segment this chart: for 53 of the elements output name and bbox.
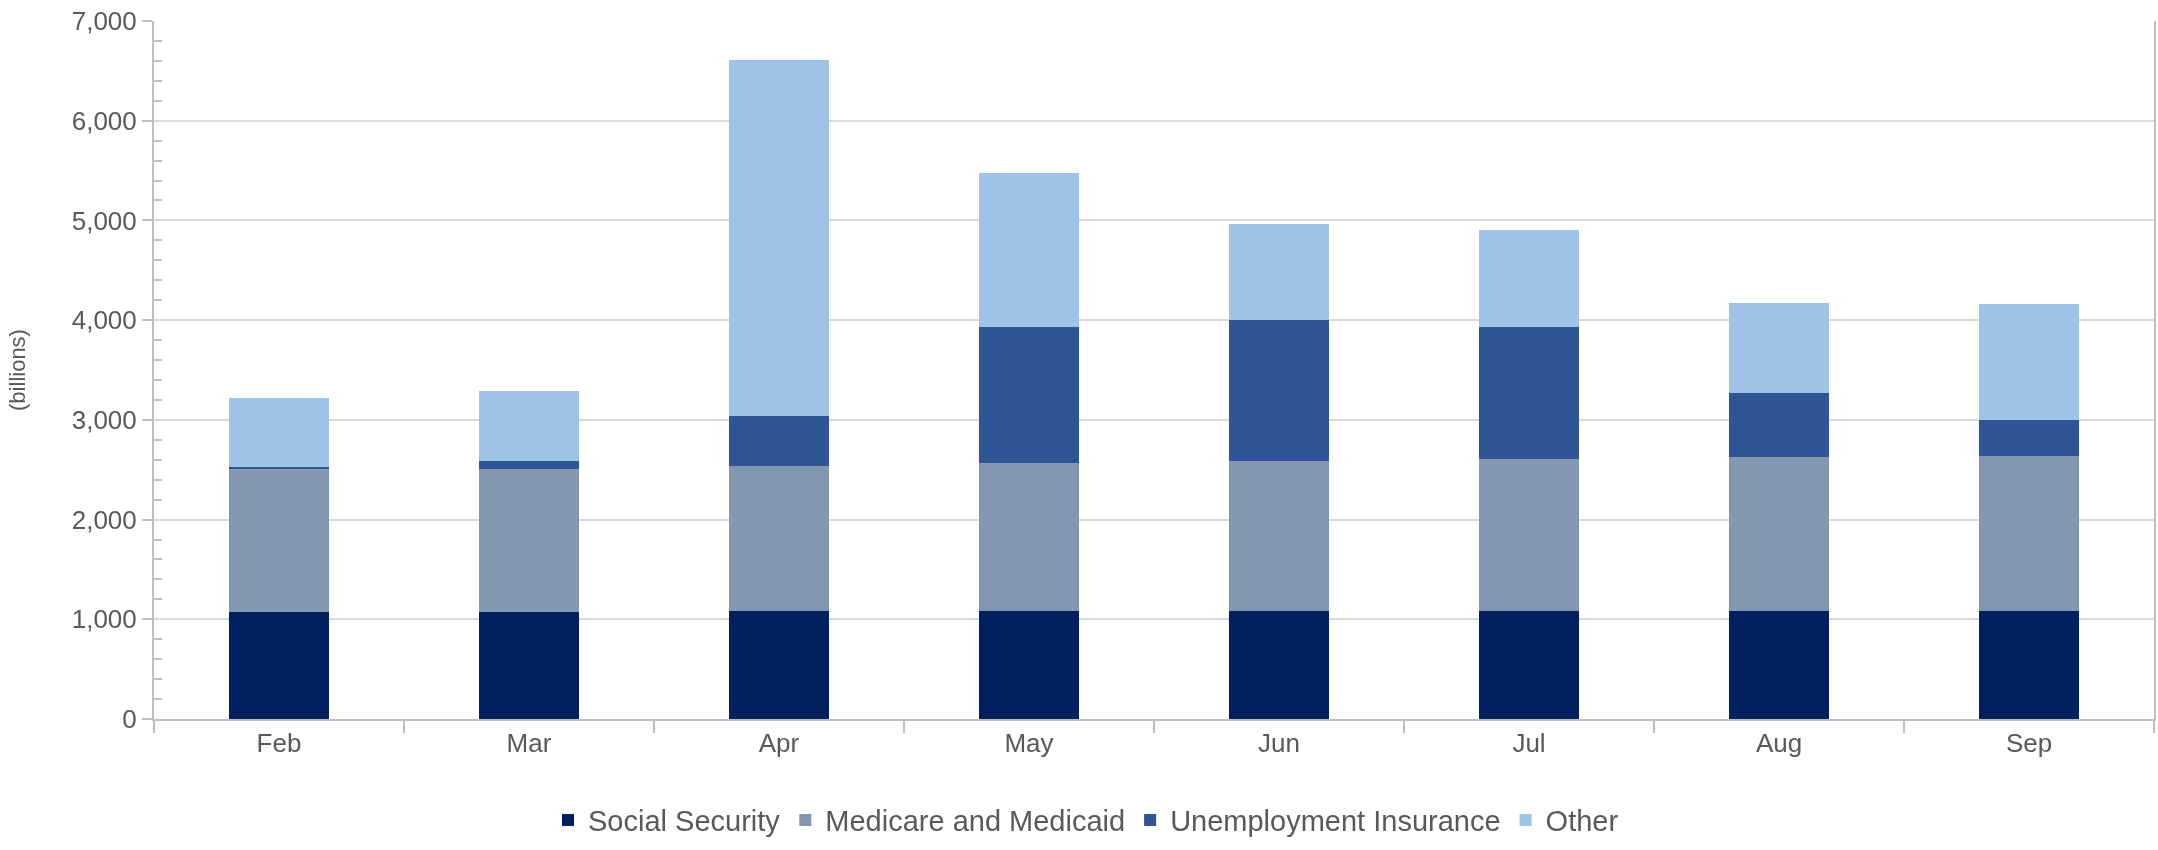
bar (1729, 303, 1829, 393)
bar (1729, 611, 1829, 719)
bar (1479, 327, 1579, 459)
bar (979, 172, 1079, 328)
bar (229, 468, 329, 613)
bar (1729, 456, 1829, 612)
bar (1229, 320, 1329, 461)
bar (1479, 458, 1579, 612)
x-tick-label: Feb (256, 728, 302, 759)
bar (229, 466, 329, 469)
bar (1479, 230, 1579, 328)
bar (479, 390, 579, 461)
legend-label: Social Security (588, 805, 781, 838)
bar (979, 327, 1079, 463)
bar (1979, 304, 2079, 420)
y-tick-label: 6,000 (71, 105, 137, 136)
legend-label: Other (1545, 805, 1619, 838)
bar (979, 611, 1079, 719)
y-tick-label: 0 (122, 704, 137, 735)
y-tick-label: 3,000 (71, 404, 137, 435)
y-tick-label: 1,000 (71, 604, 137, 635)
y-tick-label: 5,000 (71, 205, 137, 236)
x-tick-label: Jul (1512, 728, 1546, 759)
bar (479, 460, 579, 469)
bar (1979, 455, 2079, 612)
bar (1229, 224, 1329, 321)
bar (229, 612, 329, 719)
x-tick-label: Apr (758, 728, 800, 759)
bar (1729, 392, 1829, 457)
bar (729, 465, 829, 612)
bar (1229, 460, 1329, 612)
bar (729, 611, 829, 719)
bar (1979, 611, 2079, 719)
bar (479, 468, 579, 613)
y-tick-label: 4,000 (71, 305, 137, 336)
x-tick-label: Mar (506, 728, 552, 759)
y-tick-label: 2,000 (71, 504, 137, 535)
bar (479, 612, 579, 719)
y-axis-title: (billions) (5, 329, 31, 411)
legend-label: Unemployment Insurance (1170, 805, 1501, 838)
bar (979, 462, 1079, 612)
bar (729, 415, 829, 466)
bar (229, 397, 329, 467)
x-tick-label: Jun (1258, 728, 1300, 759)
bar (1229, 611, 1329, 719)
legend-label: Medicare and Medicaid (825, 805, 1126, 838)
bar (1479, 611, 1579, 719)
x-tick-label: May (1004, 728, 1054, 759)
bar (1979, 419, 2079, 456)
x-tick-label: Sep (2005, 728, 2053, 759)
y-tick-label: 7,000 (71, 6, 137, 37)
x-tick-label: Aug (1755, 728, 1803, 759)
bar (729, 59, 829, 416)
